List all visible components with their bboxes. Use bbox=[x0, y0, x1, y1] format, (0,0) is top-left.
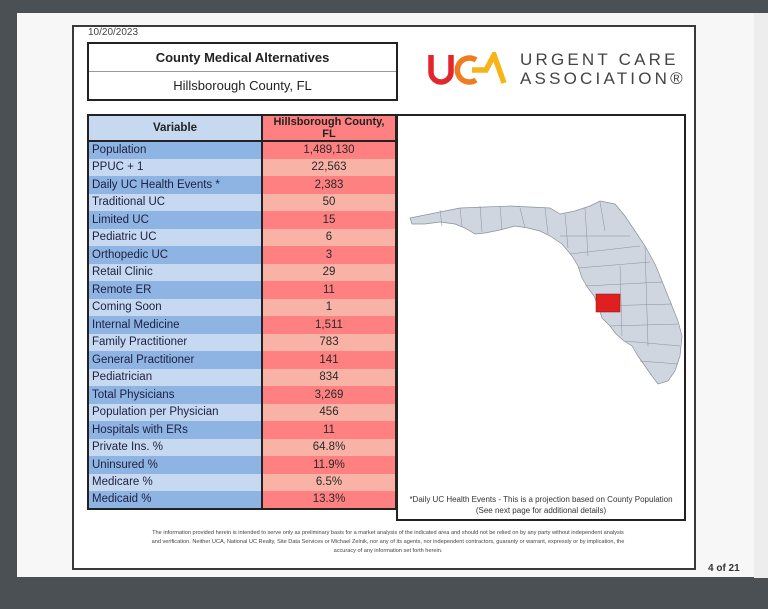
uca-logo-mark-icon bbox=[428, 52, 507, 85]
row-value: 6.5% bbox=[261, 473, 396, 491]
row-variable: Population bbox=[88, 141, 262, 159]
row-variable: Uninsured % bbox=[88, 456, 262, 474]
row-variable: Internal Medicine bbox=[88, 316, 262, 334]
row-variable: Orthopedic UC bbox=[88, 246, 262, 264]
row-variable: Medicaid % bbox=[88, 491, 262, 509]
map-panel: *Daily UC Health Events - This is a proj… bbox=[396, 114, 686, 521]
footnote-line-1: *Daily UC Health Events - This is a proj… bbox=[409, 495, 673, 504]
row-value: 141 bbox=[261, 351, 396, 369]
county-data-table: Variable Hillsborough County, FL Populat… bbox=[87, 114, 397, 510]
row-variable: Traditional UC bbox=[88, 193, 262, 211]
report-title: County Medical Alternatives bbox=[89, 44, 396, 72]
page-indicator: 4 of 21 bbox=[708, 563, 740, 574]
disclaimer-line-2: and verification. Neither UCA, National … bbox=[151, 539, 625, 545]
table-row: Daily UC Health Events * 2,383 bbox=[88, 176, 396, 194]
row-variable: Pediatrician bbox=[88, 368, 262, 386]
row-value: 11 bbox=[261, 421, 396, 439]
row-value: 11.9% bbox=[261, 456, 396, 474]
row-value: 456 bbox=[261, 403, 396, 421]
row-value: 1,489,130 bbox=[261, 141, 396, 159]
table-row: Retail Clinic 29 bbox=[88, 263, 396, 281]
row-value: 2,383 bbox=[261, 176, 396, 194]
report-subtitle: Hillsborough County, FL bbox=[173, 78, 312, 93]
table-row: Population 1,489,130 bbox=[88, 141, 396, 159]
table-row: Population per Physician 456 bbox=[88, 403, 396, 421]
hillsborough-county-highlight bbox=[595, 293, 621, 313]
table-row: PPUC + 1 22,563 bbox=[88, 158, 396, 176]
logo-line-2: ASSOCIATION® bbox=[520, 69, 686, 88]
uca-logo: URGENT CARE ASSOCIATION® bbox=[428, 46, 688, 96]
row-variable: Daily UC Health Events * bbox=[88, 176, 262, 194]
row-value: 11 bbox=[261, 281, 396, 299]
map-footnote: *Daily UC Health Events - This is a proj… bbox=[398, 494, 684, 516]
row-value: 15 bbox=[261, 211, 396, 229]
row-variable: Family Practitioner bbox=[88, 333, 262, 351]
table-row: Pediatrician 834 bbox=[88, 368, 396, 386]
table-row: Medicaid % 13.3% bbox=[88, 491, 396, 509]
table-row: General Practitioner 141 bbox=[88, 351, 396, 369]
row-variable: Total Physicians bbox=[88, 386, 262, 404]
footnote-line-2: (See next page for additional details) bbox=[475, 506, 607, 515]
disclaimer: The information provided herein is inten… bbox=[90, 529, 686, 556]
row-variable: Limited UC bbox=[88, 211, 262, 229]
row-value: 13.3% bbox=[261, 491, 396, 509]
row-value: 22,563 bbox=[261, 158, 396, 176]
table-row: Remote ER 11 bbox=[88, 281, 396, 299]
table-row: Internal Medicine 1,511 bbox=[88, 316, 396, 334]
row-variable: Pediatric UC bbox=[88, 228, 262, 246]
row-value: 783 bbox=[261, 333, 396, 351]
table-row: Limited UC 15 bbox=[88, 211, 396, 229]
table-row: Private Ins. % 64.8% bbox=[88, 438, 396, 456]
header-county: Hillsborough County, FL bbox=[261, 115, 396, 142]
row-value: 64.8% bbox=[261, 438, 396, 456]
row-variable: PPUC + 1 bbox=[88, 158, 262, 176]
row-variable: Remote ER bbox=[88, 281, 262, 299]
county-borders bbox=[439, 201, 681, 365]
table-row: Hospitals with ERs 11 bbox=[88, 421, 396, 439]
row-value: 3 bbox=[261, 246, 396, 264]
row-value: 1 bbox=[261, 298, 396, 316]
disclaimer-line-3: accuracy of any information set forth he… bbox=[333, 548, 443, 554]
table-row: Medicare % 6.5% bbox=[88, 473, 396, 491]
row-variable: Private Ins. % bbox=[88, 438, 262, 456]
row-variable: General Practitioner bbox=[88, 351, 262, 369]
row-variable: Retail Clinic bbox=[88, 263, 262, 281]
row-variable: Population per Physician bbox=[88, 403, 262, 421]
row-value: 3,269 bbox=[261, 386, 396, 404]
viewer-scrollbar-track[interactable] bbox=[754, 13, 768, 578]
table-header-row: Variable Hillsborough County, FL bbox=[88, 115, 396, 142]
row-value: 50 bbox=[261, 193, 396, 211]
disclaimer-line-1: The information provided herein is inten… bbox=[152, 530, 624, 536]
title-box: County Medical Alternatives Hillsborough… bbox=[87, 42, 398, 101]
row-value: 29 bbox=[261, 263, 396, 281]
row-value: 6 bbox=[261, 228, 396, 246]
table-row: Uninsured % 11.9% bbox=[88, 456, 396, 474]
row-variable: Coming Soon bbox=[88, 298, 262, 316]
row-value: 1,511 bbox=[261, 316, 396, 334]
row-value: 834 bbox=[261, 368, 396, 386]
logo-line-1: URGENT CARE bbox=[520, 50, 679, 69]
row-variable: Medicare % bbox=[88, 473, 262, 491]
table-row: Orthopedic UC 3 bbox=[88, 246, 396, 264]
table-row: Family Practitioner 783 bbox=[88, 333, 396, 351]
florida-county-map bbox=[409, 200, 683, 385]
table-row: Total Physicians 3,269 bbox=[88, 386, 396, 404]
table-row: Coming Soon 1 bbox=[88, 298, 396, 316]
table-row: Pediatric UC 6 bbox=[88, 228, 396, 246]
report-date: 10/20/2023 bbox=[88, 27, 139, 38]
table-row: Traditional UC 50 bbox=[88, 193, 396, 211]
row-variable: Hospitals with ERs bbox=[88, 421, 262, 439]
florida-state-shape bbox=[409, 200, 683, 385]
header-variable: Variable bbox=[88, 115, 262, 142]
